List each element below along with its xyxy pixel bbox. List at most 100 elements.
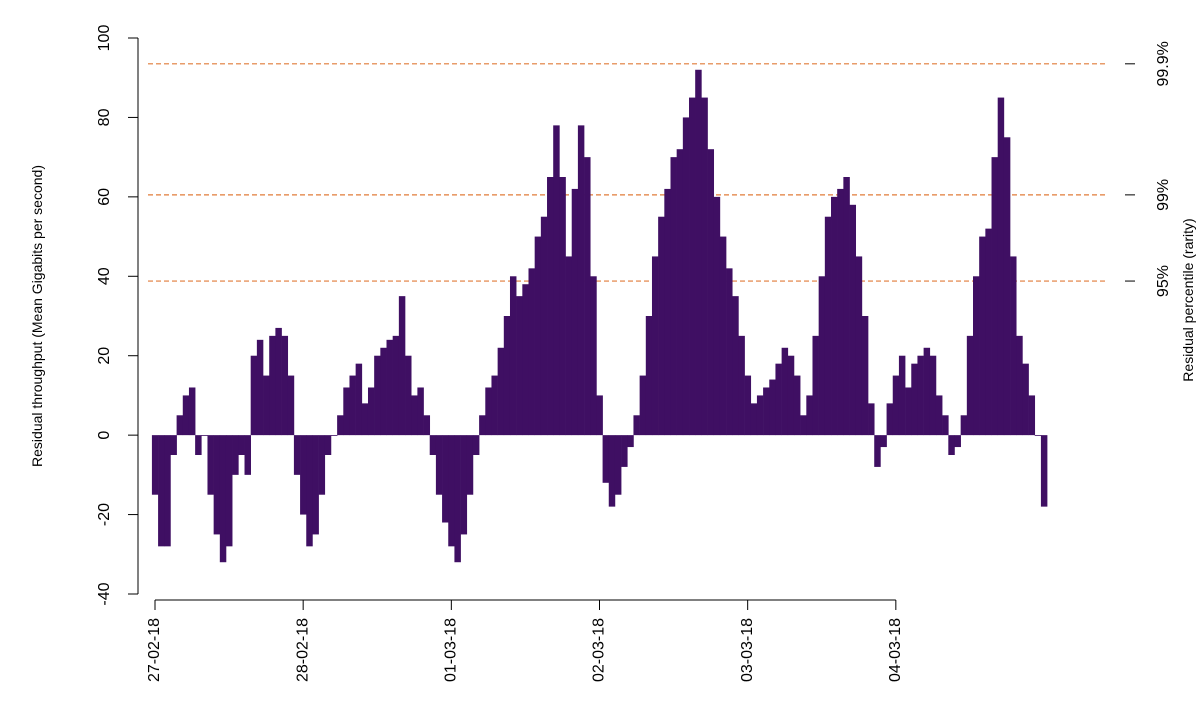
bar <box>1003 137 1011 436</box>
bar <box>158 435 165 547</box>
bar <box>491 375 498 436</box>
bar <box>207 435 214 495</box>
bar <box>973 276 980 436</box>
bar <box>306 435 313 547</box>
bar <box>318 435 326 495</box>
bar <box>689 97 696 436</box>
bar <box>911 363 918 436</box>
bar <box>219 435 227 563</box>
bar <box>837 188 844 436</box>
x-tick-label: 03-03-18 <box>739 618 756 682</box>
bar <box>1034 435 1042 436</box>
bar <box>763 387 770 436</box>
bar <box>738 335 745 436</box>
bar <box>775 363 782 436</box>
bar <box>608 435 616 507</box>
bar <box>547 177 554 436</box>
bar <box>744 375 752 436</box>
bar <box>868 403 875 436</box>
bar <box>695 69 702 436</box>
bar <box>954 435 961 448</box>
bar <box>590 276 597 436</box>
bar <box>522 284 529 436</box>
bar <box>627 435 634 448</box>
bar <box>806 395 813 436</box>
bar <box>584 157 591 436</box>
y-tick-label: 0 <box>96 431 113 440</box>
bar <box>861 316 869 436</box>
bar <box>713 196 721 436</box>
bar <box>1010 256 1017 436</box>
bar <box>682 117 690 436</box>
bar <box>479 415 486 436</box>
bar <box>756 395 764 436</box>
x-tick-label: 01-03-18 <box>443 618 460 682</box>
bar <box>485 387 492 436</box>
bar <box>658 216 665 436</box>
bar <box>985 228 992 436</box>
bar <box>633 415 640 436</box>
bar <box>1040 435 1048 507</box>
bar <box>509 276 517 436</box>
bar <box>559 177 566 436</box>
bar <box>269 335 276 436</box>
bar <box>448 435 455 547</box>
bar <box>787 355 795 436</box>
bar <box>892 375 900 436</box>
y-tick-label: 100 <box>96 25 113 52</box>
bar <box>534 236 542 436</box>
bar <box>639 375 647 436</box>
bar <box>244 435 251 475</box>
bar <box>454 435 461 563</box>
bar <box>312 435 319 535</box>
bar <box>238 435 245 455</box>
x-tick-label: 28-02-18 <box>294 618 311 682</box>
bar <box>942 415 949 436</box>
bar <box>905 387 912 436</box>
bar <box>374 355 381 436</box>
bar <box>602 435 610 483</box>
bar <box>435 435 443 495</box>
x-tick-label: 27-02-18 <box>146 618 163 682</box>
bar <box>355 363 363 436</box>
bar <box>281 335 289 436</box>
bar <box>676 149 684 436</box>
bar <box>411 395 418 436</box>
bar <box>540 216 548 436</box>
bar <box>707 149 715 436</box>
bar <box>417 387 424 436</box>
bar <box>349 375 356 436</box>
bar <box>935 395 943 436</box>
bar <box>423 415 431 436</box>
bar <box>781 347 789 436</box>
bar <box>651 256 659 436</box>
bar <box>380 347 387 436</box>
bar <box>201 435 208 436</box>
bar <box>151 435 159 495</box>
bar <box>528 268 535 436</box>
bar <box>571 188 579 436</box>
bar <box>429 435 437 455</box>
x-tick-label: 04-03-18 <box>887 618 904 682</box>
bar <box>367 387 375 436</box>
bar <box>195 435 202 455</box>
y2-axis-label: Residual percentile (rarity) <box>1180 218 1196 381</box>
bar <box>176 415 184 436</box>
bar <box>553 125 560 436</box>
y-tick-label: 60 <box>96 188 113 206</box>
bar <box>442 435 449 523</box>
bar <box>793 375 801 436</box>
bar <box>170 435 177 455</box>
bar <box>732 296 739 436</box>
bar <box>1028 395 1036 436</box>
bar <box>979 236 986 436</box>
bar <box>818 276 826 436</box>
bar <box>621 435 628 467</box>
bar <box>596 395 603 436</box>
bar <box>898 355 906 436</box>
bar <box>287 375 295 436</box>
y-tick-label: -40 <box>96 582 113 605</box>
bar <box>460 435 468 535</box>
y-tick-label: -20 <box>96 503 113 526</box>
